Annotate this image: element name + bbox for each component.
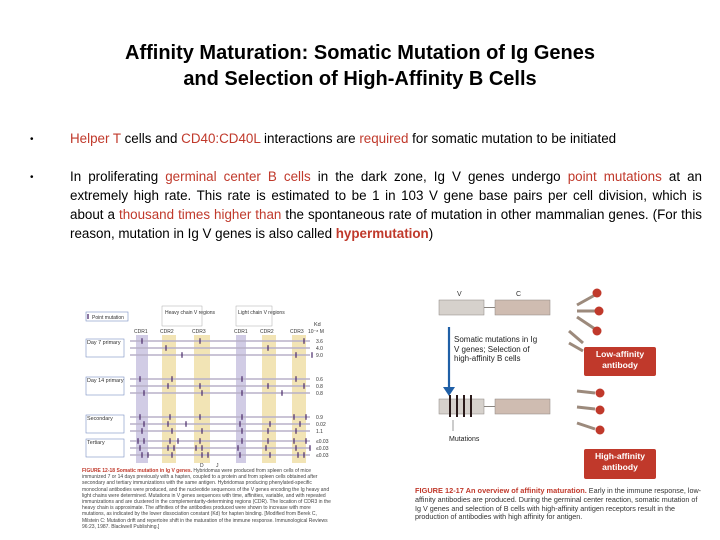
group-label-box xyxy=(85,338,125,358)
cdr-label: CDR1 xyxy=(234,329,248,335)
left-caption-title: FIGURE 12-18 Somatic mutation in Ig V ge… xyxy=(82,468,193,474)
group-label-box xyxy=(85,414,125,434)
figure-somatic-mutation: Point mutation Heavy chain V regions Lig… xyxy=(82,303,340,535)
low-affinity-label: Low-affinity antibody xyxy=(595,349,645,370)
antigen-icon xyxy=(595,388,605,398)
kd-value: 1.1 xyxy=(316,429,323,435)
kd-unit: 10⁻⁸ M xyxy=(308,329,324,335)
process-label: Somatic mutations in Ig V genes; Selecti… xyxy=(454,335,538,363)
sequence-rows xyxy=(130,338,313,458)
v-label-top: V xyxy=(457,291,462,298)
kd-value: 0.8 xyxy=(316,384,323,390)
group-label: Tertiary xyxy=(87,440,105,446)
affinity-diagram: V C Somatic mutations in Ig V genes; Sel… xyxy=(438,288,656,479)
kd-label: Kd xyxy=(314,322,321,328)
kd-value: ≤0.03 xyxy=(316,446,329,452)
legend-box xyxy=(85,311,129,322)
process-arrow-head xyxy=(443,387,455,396)
j-segment-label: J xyxy=(216,463,219,469)
kd-value: 4.0 xyxy=(316,346,323,352)
mutation-marks xyxy=(449,395,472,417)
legend-point-mutation: Point mutation xyxy=(92,315,124,321)
title-line-2: and Selection of High-Affinity B Cells xyxy=(183,68,537,90)
cdr-label: CDR2 xyxy=(160,329,174,335)
antigen-icon xyxy=(595,405,605,415)
antigen-icon xyxy=(592,288,602,298)
left-figure-caption: FIGURE 12-18 Somatic mutation in Ig V ge… xyxy=(82,468,334,530)
kd-value: 0.9 xyxy=(316,415,323,421)
high-affinity-label: High-affinity antibody xyxy=(594,451,646,472)
figure-affinity-overview: V C Somatic mutations in Ig V genes; Sel… xyxy=(413,283,713,537)
kd-value: 0.8 xyxy=(316,391,323,397)
c-label-top: C xyxy=(516,291,521,298)
cdr-label: CDR2 xyxy=(260,329,274,335)
mutations-label: Mutations xyxy=(449,436,480,443)
light-chain-label-box xyxy=(235,305,273,327)
cdr-label: CDR3 xyxy=(192,329,206,335)
group-label: Day 14 primary xyxy=(87,378,124,384)
kd-value: ≤0.03 xyxy=(316,439,329,445)
c-gene-bottom xyxy=(494,398,551,415)
high-affinity-box xyxy=(584,449,656,479)
kd-value: 0.02 xyxy=(316,422,326,428)
group-label-box xyxy=(85,438,125,458)
cdr-column xyxy=(236,335,246,463)
heavy-chain-label: Heavy chain V regions xyxy=(165,310,216,316)
antigen-icon xyxy=(595,425,605,435)
bullet-item-1: • Helper T cells and CD40:CD40L interact… xyxy=(30,129,702,149)
group-label-box xyxy=(85,376,125,396)
low-affinity-box xyxy=(584,347,656,376)
v-gene-top xyxy=(438,299,485,316)
right-caption-body: Early in the immune response, low-affini… xyxy=(415,486,702,522)
c-gene-top xyxy=(494,299,551,316)
antibody-icons-low xyxy=(568,329,584,353)
left-caption-body: Hybridomas were produced from spleen cel… xyxy=(82,468,331,530)
bullet-marker: • xyxy=(30,134,34,145)
right-caption-title: FIGURE 12-17 An overview of affinity mat… xyxy=(415,486,587,495)
kd-value: 3.6 xyxy=(316,339,323,345)
bullet-list: • Helper T cells and CD40:CD40L interact… xyxy=(30,129,702,261)
group-label: Secondary xyxy=(87,416,113,422)
antibody-icons-top xyxy=(576,288,604,336)
slide-title: Affinity Maturation: Somatic Mutation of… xyxy=(0,40,720,92)
group-label: Day 7 primary xyxy=(87,340,121,346)
bullet-marker: • xyxy=(30,172,34,183)
antibody-icons-bottom xyxy=(576,388,605,435)
antigen-icon xyxy=(592,326,602,336)
bullet-text-1: Helper T cells and CD40:CD40L interactio… xyxy=(70,131,617,146)
process-label-box: Somatic mutations in Ig V genes; Selecti… xyxy=(454,335,538,363)
title-line-1: Affinity Maturation: Somatic Mutation of… xyxy=(125,42,595,64)
group-labels: Day 7 primary Day 14 primary Secondary Tert… xyxy=(85,338,125,458)
kd-value: 0.6 xyxy=(316,377,323,383)
cdr-label: CDR1 xyxy=(134,329,148,335)
kd-values: 3.64.09.00.60.80.80.90.021.1≤0.03≤0.03≤0… xyxy=(316,339,329,459)
v-gene-bottom xyxy=(438,398,485,415)
heavy-chain-label-box xyxy=(161,305,203,327)
d-segment-label: D xyxy=(200,463,204,469)
cdr-label: CDR3 xyxy=(290,329,304,335)
bullet-text-2: In proliferating germinal center B cells… xyxy=(70,169,703,241)
antigen-icon xyxy=(594,306,604,316)
cdr-labels: CDR1 CDR2 CDR3 CDR1 CDR2 CDR3 xyxy=(134,329,304,335)
mutation-diagram: Point mutation Heavy chain V regions Lig… xyxy=(85,305,329,469)
bullet-item-2: • In proliferating germinal center B cel… xyxy=(30,167,702,243)
light-chain-label: Light chain V regions xyxy=(238,310,285,316)
right-figure-caption: FIGURE 12-17 An overview of affinity mat… xyxy=(415,486,705,522)
kd-value: ≤0.03 xyxy=(316,453,329,459)
kd-value: 9.0 xyxy=(316,353,323,359)
